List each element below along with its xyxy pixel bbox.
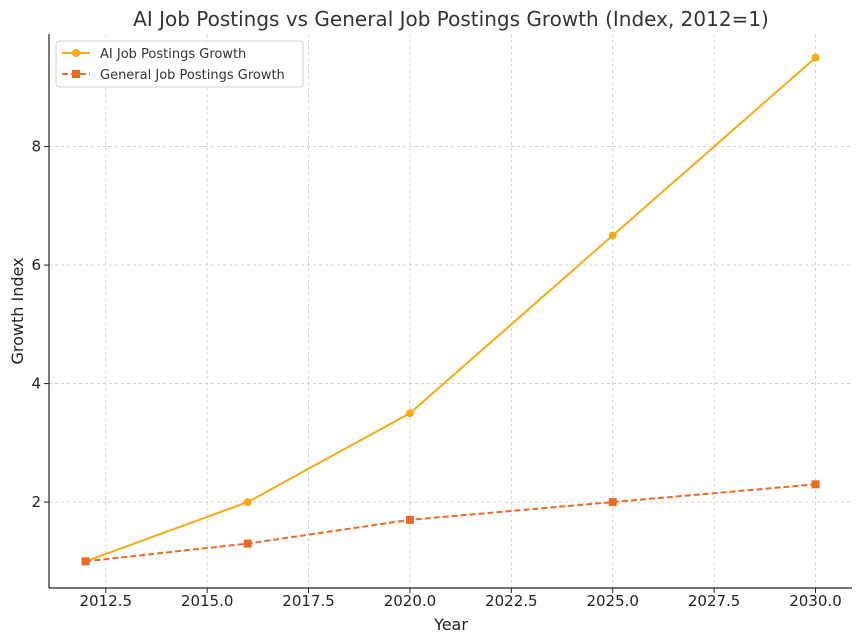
x-axis-label: Year [433, 615, 468, 634]
grid-lines [49, 34, 852, 588]
data-point [811, 480, 820, 489]
data-point [243, 539, 252, 548]
x-tick-label: 2025.0 [586, 592, 639, 610]
legend-marker [72, 70, 80, 78]
series-general-job-postings [81, 480, 820, 566]
y-axis-ticks: 2 4 6 8 [31, 138, 49, 511]
x-tick-label: 2015.0 [181, 592, 234, 610]
y-tick-label: 2 [31, 493, 41, 511]
data-point [243, 498, 252, 507]
x-tick-label: 2020.0 [384, 592, 437, 610]
series-line [85, 56, 817, 563]
series-line [85, 483, 816, 563]
chart-title: AI Job Postings vs General Job Postings … [133, 7, 769, 31]
legend-marker [72, 49, 80, 57]
data-point [81, 557, 90, 566]
y-axis-label: Growth Index [8, 257, 27, 364]
x-tick-label: 2012.5 [80, 592, 133, 610]
x-tick-label: 2017.5 [282, 592, 335, 610]
data-point [608, 231, 617, 240]
x-tick-label: 2022.5 [485, 592, 538, 610]
series-group [81, 53, 820, 566]
legend-item: AI Job Postings Growth [62, 47, 246, 62]
data-point [405, 409, 414, 418]
x-axis-ticks: 2012.5 2015.0 2017.5 2020.0 2022.5 2025.0 2027… [80, 588, 842, 610]
data-point [405, 515, 414, 524]
data-point [811, 53, 820, 62]
series-ai-job-postings [81, 53, 820, 566]
legend-label: AI Job Postings Growth [100, 47, 246, 62]
y-tick-label: 8 [31, 138, 41, 156]
axes [48, 34, 852, 589]
legend-item: General Job Postings Growth [62, 68, 285, 83]
legend-box [55, 40, 304, 88]
x-tick-label: 2027.5 [688, 592, 741, 610]
legend: AI Job Postings Growth General Job Postin… [55, 40, 304, 88]
data-point [608, 498, 617, 507]
legend-label: General Job Postings Growth [100, 68, 285, 83]
y-tick-label: 4 [31, 375, 41, 393]
y-tick-label: 6 [31, 256, 41, 274]
x-tick-label: 2030.0 [789, 592, 842, 610]
